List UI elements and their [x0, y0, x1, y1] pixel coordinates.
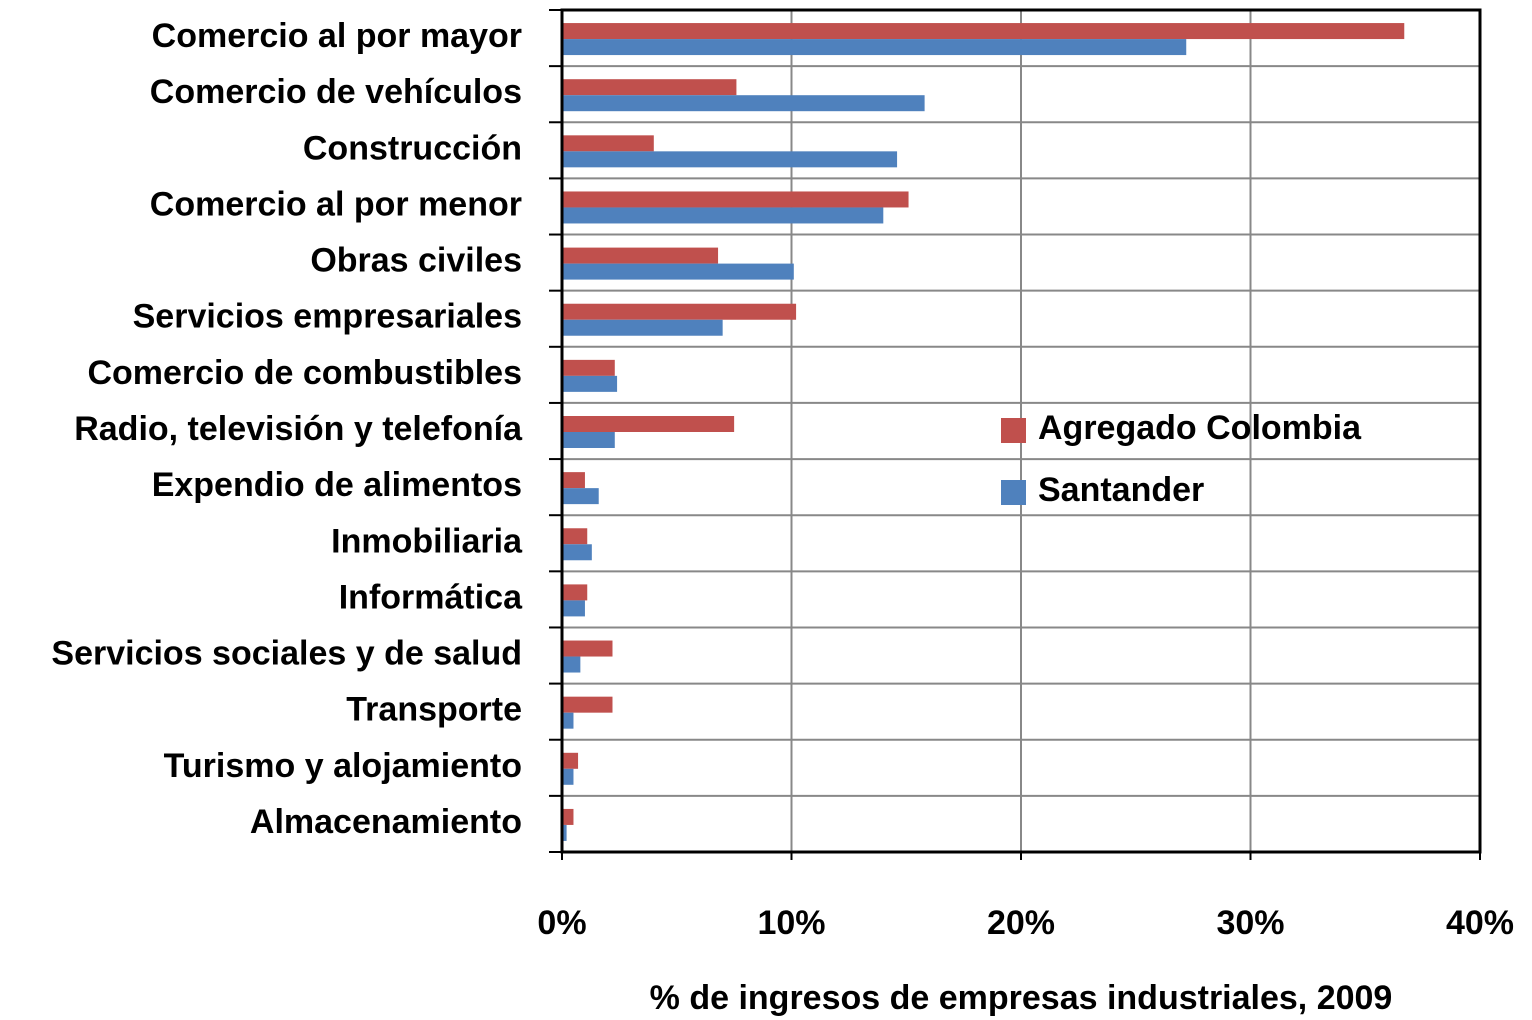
bar	[562, 319, 723, 336]
x-axis-title: % de ingresos de empresas industriales, …	[650, 979, 1393, 1017]
legend-label: Agregado Colombia	[1038, 409, 1362, 447]
y-tick-label: Servicios sociales y de salud	[51, 635, 522, 673]
y-tick-label: Informática	[339, 578, 523, 616]
x-tick-label: 20%	[987, 904, 1055, 942]
bar	[562, 263, 794, 280]
bar	[562, 472, 585, 489]
bar	[562, 135, 654, 152]
x-tick-label: 0%	[537, 904, 586, 942]
bar	[562, 247, 719, 264]
bar	[562, 584, 588, 601]
bar	[562, 488, 599, 505]
bar	[562, 640, 613, 657]
bar	[562, 416, 735, 432]
legend-swatch	[1001, 418, 1026, 443]
x-tick-label: 10%	[757, 904, 825, 942]
y-tick-label: Expendio de alimentos	[152, 466, 522, 504]
bar	[562, 656, 581, 673]
y-tick-label: Comercio de vehículos	[150, 73, 522, 111]
bar	[562, 712, 574, 729]
bar	[562, 39, 1187, 56]
bar	[562, 375, 618, 392]
bar	[562, 768, 574, 785]
bar	[562, 432, 615, 448]
bar	[562, 824, 567, 841]
bar	[562, 544, 592, 561]
bar	[562, 528, 588, 545]
bar	[562, 151, 898, 168]
y-tick-label: Comercio al por menor	[150, 185, 522, 223]
bar	[562, 191, 909, 208]
bar	[562, 600, 585, 617]
x-tick-label: 30%	[1216, 904, 1284, 942]
plot-frame	[560, 8, 1482, 854]
bar	[562, 207, 884, 224]
bar	[562, 808, 574, 825]
bar	[562, 79, 737, 96]
bar	[562, 696, 613, 713]
legend-label: Santander	[1038, 471, 1204, 509]
y-tick-label: Inmobiliaria	[331, 522, 523, 560]
legend-swatch	[1001, 480, 1026, 505]
y-tick-label: Obras civiles	[310, 242, 522, 280]
y-tick-label: Construcción	[303, 129, 522, 167]
y-tick-label: Comercio al por mayor	[152, 17, 522, 55]
y-tick-label: Radio, televisión y telefonía	[74, 410, 523, 448]
y-tick-label: Turismo y alojamiento	[164, 747, 522, 785]
bar	[562, 303, 797, 320]
bar	[562, 23, 1405, 40]
bar	[562, 752, 579, 769]
x-tick-label: 40%	[1446, 904, 1514, 942]
y-tick-label: Almacenamiento	[250, 803, 522, 841]
y-tick-label: Transporte	[346, 691, 522, 729]
bar	[562, 95, 925, 112]
bar	[562, 359, 615, 376]
y-tick-label: Comercio de combustibles	[87, 354, 522, 392]
y-tick-label: Servicios empresariales	[133, 298, 522, 336]
